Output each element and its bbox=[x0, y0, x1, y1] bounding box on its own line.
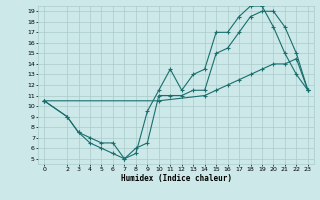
X-axis label: Humidex (Indice chaleur): Humidex (Indice chaleur) bbox=[121, 174, 231, 183]
